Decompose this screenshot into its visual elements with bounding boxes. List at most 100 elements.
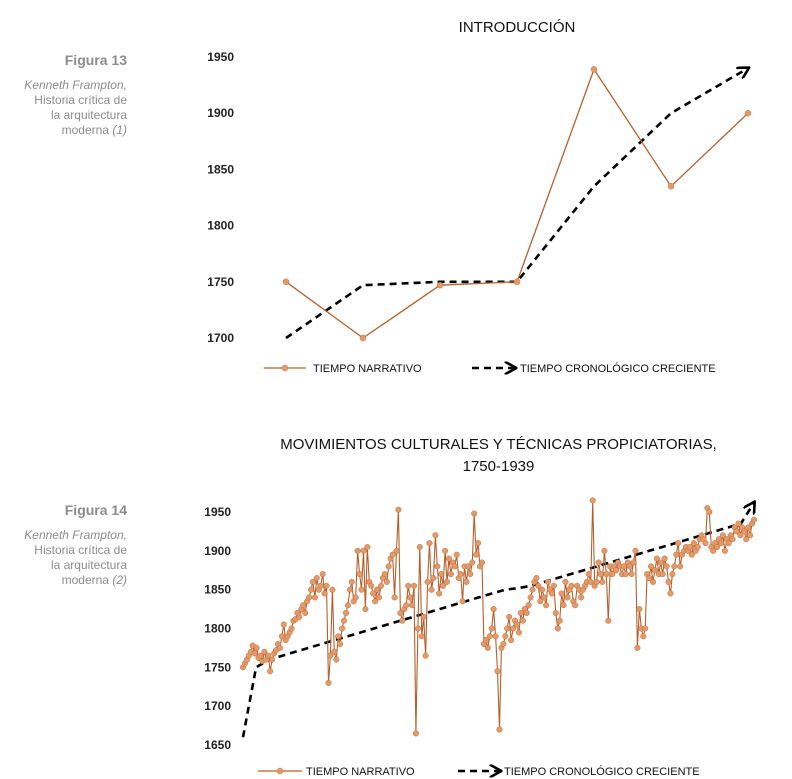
chart-2-narrative-point-8 <box>253 644 260 651</box>
chart-2-narrative-point-110 <box>451 563 458 570</box>
chart-2-narrative-point-20 <box>276 644 283 651</box>
chart-2-ytick-1950: 1950 <box>204 505 231 519</box>
chart-2-narrative-point-153 <box>535 582 542 589</box>
chart-2-narrative-point-74 <box>381 571 388 578</box>
chart-2-narrative-point-133 <box>496 726 503 733</box>
chart-2-narrative-point-172 <box>572 602 579 609</box>
chart-2-narrative-point-50 <box>335 633 342 640</box>
chart-2-narrative-point-232 <box>688 551 695 558</box>
chart-2-narrative-point-68 <box>370 590 377 597</box>
chart-2-legend-chronological-label: TIEMPO CRONOLÓGICO CRECIENTE <box>504 765 700 778</box>
chart-2-narrative-point-260 <box>743 536 750 543</box>
chart-2-narrative-point-35 <box>306 594 313 601</box>
chart-2-narrative-point-90 <box>412 730 419 737</box>
chart-2-narrative-point-262 <box>747 532 754 539</box>
chart-2-narrative-point-47 <box>329 586 336 593</box>
figure-14-book-line-1: Historia crítica de <box>34 543 127 557</box>
chart-2-narrative-point-30 <box>296 613 303 620</box>
chart-2-narrative-point-107 <box>446 555 453 562</box>
chart-2-narrative-point-181 <box>589 497 596 504</box>
chart-2-narrative-point-57 <box>348 578 355 585</box>
chart-2-narrative-point-226 <box>677 563 684 570</box>
chart-2-narrative-point-157 <box>543 602 550 609</box>
chart-2-narrative-point-224 <box>673 551 680 558</box>
chart-2-narrative-point-144 <box>517 610 524 617</box>
chart-2-narrative-point-255 <box>733 528 740 535</box>
chart-2-narrative-point-49 <box>333 656 340 663</box>
chart-2-narrative-point-256 <box>735 520 742 527</box>
chart-2-narrative-point-101 <box>434 563 441 570</box>
chart-2-narrative-point-21 <box>278 633 285 640</box>
chart-2-narrative-point-219 <box>663 563 670 570</box>
chart-2-narrative-point-140 <box>510 625 517 632</box>
chart-2-narrative-point-81 <box>395 506 402 513</box>
chart-2-narrative-point-216 <box>657 559 664 566</box>
chart-2-narrative-point-71 <box>376 594 383 601</box>
chart-2-narrative-point-205 <box>636 606 643 613</box>
chart-2-narrative-point-135 <box>500 641 507 648</box>
chart-2-narrative-point-113 <box>457 571 464 578</box>
chart-2-legend-narrative-swatch-marker <box>276 767 284 775</box>
chart-2-narrative-point-239 <box>702 540 709 547</box>
chart-2-narrative-point-87 <box>407 594 414 601</box>
chart-2-narrative-point-175 <box>578 594 585 601</box>
chart-2-narrative-point-51 <box>337 641 344 648</box>
chart-2-narrative-point-124 <box>479 559 486 566</box>
chart-2-narrative-point-166 <box>560 602 567 609</box>
chart-2-ytick-1800: 1800 <box>204 622 231 636</box>
chart-2-title-line-1: MOVIMIENTOS CULTURALES Y TÉCNICAS PROPIC… <box>280 436 717 453</box>
chart-2-narrative-point-203 <box>632 547 639 554</box>
chart-2-narrative-point-82 <box>397 610 404 617</box>
chart-2-narrative-point-36 <box>308 586 315 593</box>
chart-2-narrative-point-193 <box>613 567 620 574</box>
chart-2-narrative-point-184 <box>595 559 602 566</box>
chart-2-narrative-point-149 <box>527 594 534 601</box>
chart-2-narrative-point-64 <box>362 606 369 613</box>
chart-1-ytick-1800: 1800 <box>207 219 234 233</box>
chart-2-narrative-point-67 <box>368 582 375 589</box>
figure-13-author: Kenneth Frampton, <box>24 78 127 92</box>
chart-2-narrative-point-100 <box>432 532 439 539</box>
chart-2-narrative-point-253 <box>729 536 736 543</box>
chart-2-title-line-2: 1750-1939 <box>463 458 535 475</box>
chart-2-narrative-point-103 <box>438 571 445 578</box>
chart-2-narrative-point-22 <box>280 621 287 628</box>
chart-2-narrative-point-85 <box>403 602 410 609</box>
chart-2-narrative-point-183 <box>593 578 600 585</box>
chart-2-narrative-point-138 <box>506 613 513 620</box>
chart-2-narrative-point-104 <box>440 582 447 589</box>
chart-2-narrative-point-52 <box>339 625 346 632</box>
chart-2-narrative-point-106 <box>444 578 451 585</box>
chart-2-narrative-point-33 <box>302 610 309 617</box>
chart-2-narrative-point-235 <box>694 544 701 551</box>
chart-2-narrative-point-10 <box>257 652 264 659</box>
chart-2-narrative-point-54 <box>343 610 350 617</box>
chart-2-narrative-point-132 <box>494 668 501 675</box>
chart-2-narrative-point-245 <box>714 544 721 551</box>
chart-2-narrative-point-96 <box>424 578 431 585</box>
chart-2-narrative-point-200 <box>626 563 633 570</box>
chart-1-ytick-1900: 1900 <box>207 106 234 120</box>
chart-2-narrative-point-154 <box>537 598 544 605</box>
chart-2-narrative-point-180 <box>587 578 594 585</box>
chart-1-ytick-1850: 1850 <box>207 162 234 176</box>
chart-1-ytick-1700: 1700 <box>207 331 234 345</box>
chart-2-narrative-point-161 <box>550 582 557 589</box>
chart-2-narrative-point-233 <box>690 540 697 547</box>
chart-2-narrative-point-198 <box>622 571 629 578</box>
chart-2-narrative-point-221 <box>667 590 674 597</box>
chart-2-narrative-point-201 <box>628 571 635 578</box>
chart-2-narrative-point-264 <box>751 516 758 523</box>
figure-14-caption: Figura 14 Kenneth Frampton, Historia crí… <box>24 502 127 588</box>
chart-2-narrative-point-214 <box>653 555 660 562</box>
chart-2-narrative-point-143 <box>515 629 522 636</box>
chart-2-narrative-point-222 <box>669 571 676 578</box>
chart-2-narrative-point-60 <box>354 547 361 554</box>
chart-2-narrative-point-191 <box>609 571 616 578</box>
chart-2-narrative-point-127 <box>484 644 491 651</box>
chart-2-narrative-point-139 <box>508 637 515 644</box>
chart-2-narrative-point-26 <box>288 625 295 632</box>
chart-2-narrative-point-14 <box>265 652 272 659</box>
chart-2-narrative-point-38 <box>311 594 318 601</box>
